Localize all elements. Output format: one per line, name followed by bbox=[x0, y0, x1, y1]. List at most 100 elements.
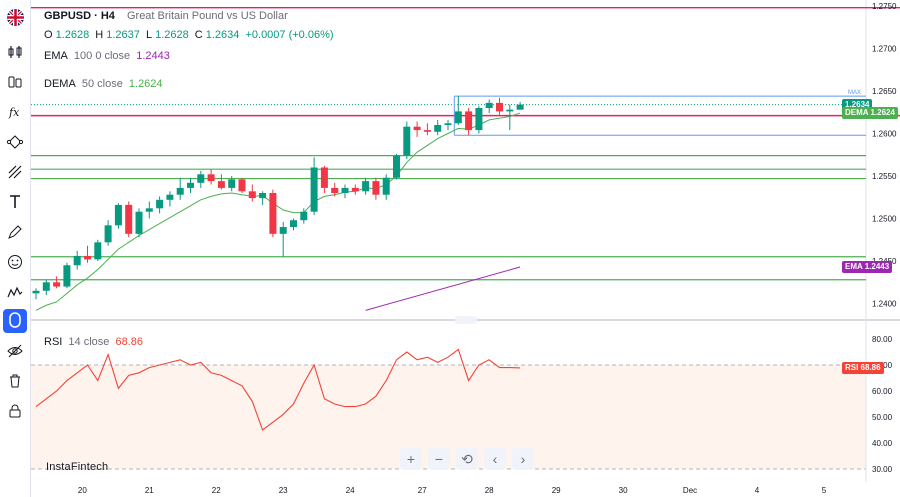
low-value: 1.2628 bbox=[155, 29, 189, 41]
brand-logo: InstaFintech bbox=[46, 461, 109, 473]
candle-body-17 bbox=[207, 174, 215, 182]
candle-body-6 bbox=[94, 242, 102, 260]
nodes-icon[interactable] bbox=[3, 130, 27, 154]
dema-line bbox=[35, 112, 521, 311]
candle-body-10 bbox=[135, 211, 143, 234]
dema-legend[interactable]: DEMA 50 close 1.2624 bbox=[44, 78, 166, 90]
candle-body-0 bbox=[32, 290, 40, 294]
ema-legend[interactable]: EMA 100 0 close 1.2443 bbox=[44, 50, 173, 62]
text-icon[interactable] bbox=[3, 190, 27, 214]
candle-body-24 bbox=[279, 227, 287, 234]
candle-body-5 bbox=[84, 255, 91, 260]
rsi-name: RSI bbox=[44, 336, 63, 348]
time-tick-10: 4 bbox=[755, 486, 760, 495]
emoji-icon[interactable] bbox=[3, 250, 27, 274]
rsi-tick-2: 60.00 bbox=[872, 387, 893, 396]
chart-nav-buttons: + − ⟲ ‹ › bbox=[400, 448, 534, 470]
candle-body-11 bbox=[145, 208, 153, 212]
symbol-label[interactable]: GBPUSD · H4 bbox=[44, 10, 115, 22]
bars-icon[interactable] bbox=[3, 70, 27, 94]
svg-text:fx: fx bbox=[8, 106, 20, 119]
price-tick-2: 1.2650 bbox=[872, 87, 897, 96]
candle-body-35 bbox=[393, 155, 400, 178]
price-tick-0: 1.2750 bbox=[872, 2, 897, 11]
candle-body-47 bbox=[516, 104, 524, 110]
ema-params: 100 0 close bbox=[73, 50, 131, 62]
time-tick-4: 24 bbox=[346, 486, 355, 495]
candle-body-43 bbox=[475, 107, 483, 131]
price-tick-5: 1.2500 bbox=[872, 215, 897, 224]
time-tick-2: 22 bbox=[212, 486, 221, 495]
time-tick-5: 27 bbox=[418, 486, 427, 495]
candle-body-13 bbox=[166, 194, 174, 200]
price-tick-3: 1.2600 bbox=[872, 129, 897, 138]
candle-body-36 bbox=[403, 126, 411, 156]
rsi-value: 68.86 bbox=[115, 336, 143, 348]
candles-icon[interactable] bbox=[3, 40, 27, 64]
rsi-tick-0: 80.00 bbox=[872, 335, 893, 344]
price-axis-tag-1: DEMA 1.2624 bbox=[842, 107, 898, 120]
candle-body-4 bbox=[73, 255, 81, 266]
candle-body-46 bbox=[506, 109, 514, 112]
zoom-out-button[interactable]: − bbox=[428, 448, 450, 470]
candle-body-22 bbox=[259, 193, 267, 199]
brush-icon[interactable] bbox=[3, 220, 27, 244]
patterns-icon[interactable] bbox=[3, 280, 27, 304]
ema-line bbox=[365, 266, 521, 311]
time-tick-11: 5 bbox=[822, 486, 827, 495]
trash-icon[interactable] bbox=[3, 369, 27, 393]
candle-body-7 bbox=[104, 225, 112, 243]
price-tick-7: 1.2400 bbox=[872, 300, 897, 309]
candle-body-15 bbox=[187, 182, 194, 188]
time-tick-9: Dec bbox=[683, 486, 697, 495]
candle-body-31 bbox=[351, 187, 359, 192]
candle-body-45 bbox=[496, 102, 503, 112]
candle-body-32 bbox=[362, 181, 370, 192]
price-axis-tag-2: EMA 1.2443 bbox=[842, 260, 893, 273]
dema-value: 1.2624 bbox=[128, 78, 163, 90]
uk-flag-icon[interactable] bbox=[7, 9, 24, 26]
rsi-tick-3: 50.00 bbox=[872, 413, 893, 422]
candle-body-28 bbox=[320, 167, 328, 188]
candle-body-44 bbox=[485, 102, 493, 108]
scroll-left-button[interactable]: ‹ bbox=[484, 448, 506, 470]
candle-body-12 bbox=[156, 199, 164, 209]
time-tick-8: 30 bbox=[619, 486, 628, 495]
close-label: C bbox=[194, 29, 203, 41]
candle-body-27 bbox=[310, 167, 318, 212]
candle-body-8 bbox=[114, 204, 122, 226]
symbol-legend: GBPUSD · H4 Great Britain Pound vs US Do… bbox=[44, 10, 291, 22]
candle-body-30 bbox=[341, 187, 349, 194]
candle-body-3 bbox=[63, 265, 71, 287]
candle-body-20 bbox=[238, 179, 246, 192]
candle-body-14 bbox=[176, 187, 184, 195]
candle-body-16 bbox=[197, 174, 205, 183]
lock-icon[interactable] bbox=[3, 399, 27, 423]
pane-resize-handle bbox=[455, 316, 477, 324]
drawing-toolbar: fx bbox=[0, 0, 31, 497]
candle-body-21 bbox=[248, 191, 256, 199]
magnet-icon[interactable] bbox=[3, 309, 27, 333]
candle-body-34 bbox=[382, 177, 390, 195]
ema-name: EMA bbox=[44, 50, 68, 62]
hide-drawings-icon[interactable] bbox=[3, 339, 27, 363]
zoom-in-button[interactable]: + bbox=[400, 448, 422, 470]
dema-name: DEMA bbox=[44, 78, 76, 90]
rsi-legend[interactable]: RSI 14 close 68.86 bbox=[44, 336, 146, 348]
candle-body-9 bbox=[125, 204, 133, 234]
price-tick-1: 1.2700 bbox=[872, 44, 897, 53]
trend-line-icon[interactable] bbox=[3, 160, 27, 184]
candle-body-38 bbox=[423, 130, 431, 132]
symbol-description: Great Britain Pound vs US Dollar bbox=[126, 10, 288, 22]
candle-body-2 bbox=[53, 282, 61, 287]
ohlc-legend: O 1.2628 H 1.2637 L 1.2628 C 1.2634 +0.0007 … bbox=[44, 29, 337, 41]
fx-icon[interactable]: fx bbox=[3, 100, 27, 124]
scroll-right-button[interactable]: › bbox=[512, 448, 534, 470]
close-value: 1.2634 bbox=[205, 29, 240, 41]
rsi-params: 14 close bbox=[68, 336, 110, 348]
reset-button[interactable]: ⟲ bbox=[456, 448, 478, 470]
time-tick-6: 28 bbox=[485, 486, 494, 495]
candle-body-29 bbox=[331, 187, 339, 194]
candle-body-18 bbox=[217, 181, 225, 188]
